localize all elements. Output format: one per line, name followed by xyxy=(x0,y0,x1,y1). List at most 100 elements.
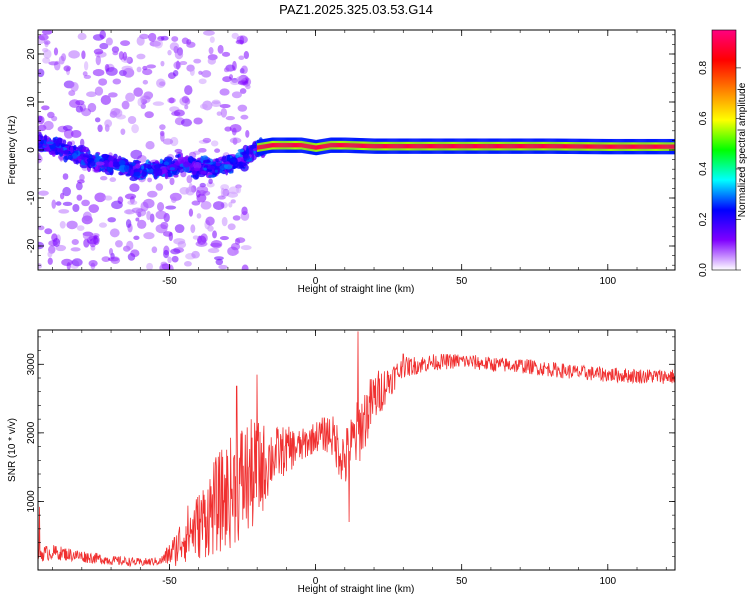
spectrogram-ridge-cell xyxy=(599,144,601,149)
spectrogram-ridge-cell xyxy=(580,144,582,149)
spectrogram-noise-blob xyxy=(149,213,155,223)
spectrogram-ridge-cell xyxy=(551,144,553,149)
spectrogram-noise-blob xyxy=(167,49,172,56)
spectrogram-noise-blob xyxy=(205,216,215,226)
spectrogram-ridge-cell xyxy=(472,144,475,149)
spectrogram-ridge-cell xyxy=(338,143,341,148)
spectrogram-noise-blob xyxy=(82,71,88,77)
spectrogram-ridge-cell xyxy=(405,144,407,149)
spectrogram-ridge-cell xyxy=(487,144,489,149)
spectrogram-ridge-cell xyxy=(510,144,512,149)
spectrogram-ridge-cell xyxy=(661,144,663,149)
spectrogram-ridge-cell xyxy=(619,144,621,149)
spectrogram-ridge-cell xyxy=(362,143,364,148)
spectrogram-ridge-cell xyxy=(543,144,545,149)
spectrogram-noise-blob xyxy=(155,183,164,191)
spectrogram-noise-blob xyxy=(71,258,83,267)
spectrogram-ridge-cell xyxy=(437,144,439,149)
spectrogram-ridge-cell xyxy=(549,144,551,149)
spectrogram-ridge-cell xyxy=(519,144,522,149)
spectrogram-ridge-cell xyxy=(331,143,334,148)
spectrogram-noise-blob xyxy=(221,216,228,227)
spectrogram-ridge-cell xyxy=(334,143,337,148)
spectrogram-ridge-blob xyxy=(118,159,126,166)
spectrogram-ridge-cell xyxy=(463,144,465,149)
spectrogram-ridge-cell xyxy=(643,144,645,149)
spectrogram-noise-blob xyxy=(167,72,176,79)
spectrogram-ridge-cell xyxy=(325,143,327,149)
spectrogram-ridge-cell xyxy=(416,144,418,149)
spectrogram-ridge-cell xyxy=(666,144,668,149)
spectrogram-ridge-cell xyxy=(606,144,609,149)
spectrogram-ridge-cell xyxy=(443,144,445,149)
spectrogram-ridge-cell xyxy=(442,144,444,149)
spectrogram-ridge-cell xyxy=(586,144,588,149)
spectrogram-noise-blob xyxy=(152,101,165,106)
spectrogram-ridge-cell xyxy=(379,144,382,149)
spectrogram-ridge-cell xyxy=(467,144,470,149)
spectrogram-ridge-cell xyxy=(454,144,456,149)
spectrogram-ridge-blob xyxy=(201,155,209,161)
spectrogram-noise-blob xyxy=(109,177,117,183)
spectrogram-ridge-cell xyxy=(433,144,435,149)
colorbar-label: Normalized spectral amplitude xyxy=(737,82,748,217)
spectrogram-ridge-cell xyxy=(339,143,342,148)
spectrogram-ridge-cell xyxy=(277,143,279,148)
spectrogram-ridge-cell xyxy=(275,143,277,148)
spectrogram-noise-blob xyxy=(228,201,233,208)
spectrogram-ridge-blob xyxy=(208,174,216,178)
spectrogram-ridge-blob xyxy=(202,159,211,164)
spectrogram-noise-blob xyxy=(209,36,215,44)
spectrogram-ridge-cell xyxy=(638,144,640,149)
spectrogram-ridge-blob xyxy=(63,149,69,155)
spectrogram-ridge-cell xyxy=(363,143,365,148)
spectrogram-noise-blob xyxy=(97,124,103,133)
snr-marks xyxy=(38,331,675,568)
colorbar-tick-label: 0.6 xyxy=(698,111,709,125)
spectrogram-noise-blob xyxy=(196,193,207,203)
spectrogram-noise-blob xyxy=(212,201,225,210)
spectrogram-ridge-blob xyxy=(159,158,164,164)
spectrogram-noise-blob xyxy=(229,137,242,144)
spectrogram-noise-blob xyxy=(153,39,163,49)
spectrogram-ridge-cell xyxy=(600,144,602,149)
spectrogram-ridge-cell xyxy=(393,144,395,149)
spectrogram-noise-blob xyxy=(217,44,224,54)
spectrogram-noise-blob xyxy=(136,219,147,229)
spectrogram-noise-blob xyxy=(111,46,120,53)
spectrogram-ridge-cell xyxy=(624,144,626,149)
spectrogram-ridge-cell xyxy=(382,144,385,149)
spectrogram-noise-blob xyxy=(143,232,155,240)
spectrogram-ridge-cell xyxy=(265,144,267,149)
spectrogram-ridge-cell xyxy=(380,144,383,149)
spectrogram-ridge-cell xyxy=(597,144,599,149)
spectrogram-ridge-cell xyxy=(303,143,305,148)
spectrogram-ridge-cell xyxy=(568,144,570,149)
spectrogram-ridge-cell xyxy=(563,144,566,149)
spectrogram-ridge-cell xyxy=(470,144,473,149)
spectrogram-ridge-blob xyxy=(62,139,67,145)
spectrogram-noise-blob xyxy=(111,200,123,210)
spectrogram-ridge-blob xyxy=(173,174,179,178)
spectrogram-ridge-blob xyxy=(237,148,245,153)
spectrogram-ridge-cell xyxy=(532,144,534,149)
spectrogram-ridge-cell xyxy=(505,144,507,149)
spectrogram-panel: -50 0 50 100 -20 -10 0 10 20 Height of straight … xyxy=(7,29,676,295)
spectrogram-ridge-cell xyxy=(439,144,441,149)
spectrogram-noise-blob xyxy=(94,192,106,203)
spectrogram-ridge-cell xyxy=(266,143,268,149)
spectrogram-ridge-cell xyxy=(298,143,300,148)
spectrogram-noise-blob xyxy=(212,230,217,239)
spectrogram-noise-blob xyxy=(160,60,165,67)
spectrogram-noise-blob xyxy=(47,250,53,258)
spectrogram-noise-blob xyxy=(159,81,166,87)
spectrogram-noise-blob xyxy=(131,124,139,134)
spectrogram-noise-blob xyxy=(118,51,124,60)
spectrogram-noise-blob xyxy=(68,50,80,59)
spectrogram-ridge-cell xyxy=(631,144,633,149)
spectrogram-noise-blob xyxy=(147,190,158,198)
spectrogram-ridge-cell xyxy=(418,144,420,149)
spectrogram-noise-blob xyxy=(237,80,249,86)
spectrogram-ridge-cell xyxy=(556,144,559,149)
spectrogram-noise-blob xyxy=(235,39,244,45)
